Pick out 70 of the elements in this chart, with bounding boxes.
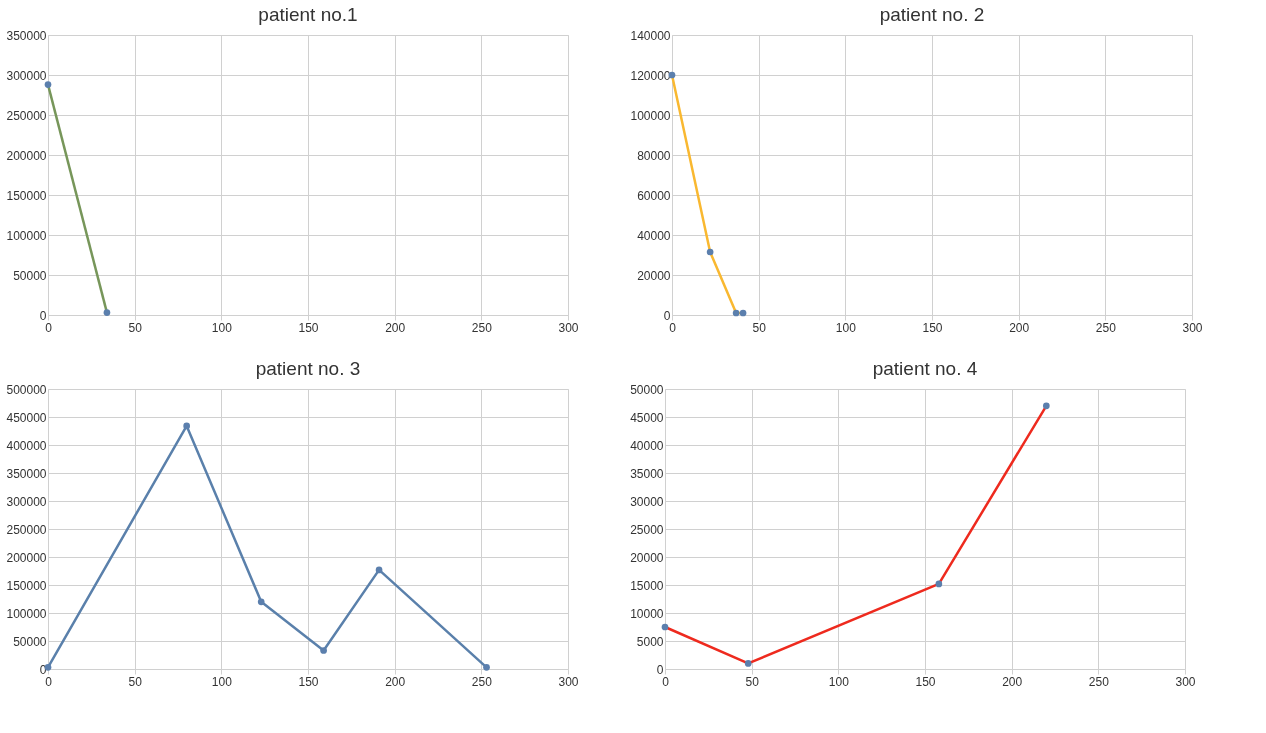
y-tick-label: 20000 bbox=[630, 550, 664, 565]
y-tick-label: 200000 bbox=[6, 550, 47, 565]
y-tick-label: 250000 bbox=[6, 522, 47, 537]
y-tick-label: 120000 bbox=[630, 68, 671, 83]
y-tick-label: 40000 bbox=[637, 228, 671, 243]
x-tick-label: 150 bbox=[922, 320, 943, 335]
x-tick-label: 50 bbox=[128, 320, 143, 335]
x-tick-label: 100 bbox=[828, 674, 850, 689]
x-tick-label: 100 bbox=[835, 320, 857, 335]
x-tick-label: 200 bbox=[385, 320, 406, 335]
y-tick-label: 30000 bbox=[630, 494, 664, 509]
y-tick-label: 100000 bbox=[630, 108, 671, 123]
y-tick-label: 200000 bbox=[6, 148, 47, 163]
y-tick-label: 0 bbox=[39, 308, 47, 323]
y-tick-label: 300000 bbox=[6, 494, 47, 509]
y-tick-label: 400000 bbox=[6, 438, 47, 453]
y-tick-label: 50000 bbox=[630, 382, 664, 397]
x-tick-label: 100 bbox=[211, 674, 233, 689]
x-tick-label: 50 bbox=[752, 320, 767, 335]
y-tick-label: 250000 bbox=[6, 108, 47, 123]
y-tick-label: 35000 bbox=[630, 466, 664, 481]
x-tick-label: 250 bbox=[1095, 320, 1117, 335]
y-tick-label: 0 bbox=[656, 662, 664, 677]
y-tick-label: 140000 bbox=[630, 28, 671, 43]
y-tick-label: 80000 bbox=[637, 148, 671, 163]
y-tick-label: 50000 bbox=[13, 268, 47, 283]
x-tick-label: 250 bbox=[471, 674, 493, 689]
y-tick-label: 100000 bbox=[6, 228, 47, 243]
y-tick-label: 0 bbox=[663, 308, 671, 323]
y-tick-label: 150000 bbox=[6, 578, 47, 593]
y-tick-label: 15000 bbox=[630, 578, 664, 593]
x-tick-label: 50 bbox=[745, 674, 760, 689]
x-tick-label: 150 bbox=[298, 674, 319, 689]
x-tick-label: 150 bbox=[915, 674, 936, 689]
x-tick-label: 300 bbox=[558, 320, 579, 335]
y-tick-label: 450000 bbox=[6, 410, 47, 425]
y-tick-label: 45000 bbox=[630, 410, 664, 425]
point bbox=[257, 598, 265, 606]
point bbox=[320, 647, 327, 654]
chart-title: patient no. 2 bbox=[879, 4, 985, 25]
y-tick-label: 20000 bbox=[637, 268, 671, 283]
y-tick-label: 100000 bbox=[6, 606, 47, 621]
x-tick-label: 250 bbox=[1088, 674, 1110, 689]
x-tick-label: 200 bbox=[385, 674, 406, 689]
chart-title: patient no. 4 bbox=[872, 358, 978, 379]
y-tick-label: 50000 bbox=[13, 634, 47, 649]
point bbox=[483, 663, 490, 671]
y-tick-label: 25000 bbox=[630, 522, 664, 537]
chart-title: patient no.1 bbox=[258, 4, 358, 25]
chart-title: patient no. 3 bbox=[255, 358, 361, 379]
x-tick-label: 300 bbox=[1175, 674, 1196, 689]
x-tick-label: 100 bbox=[211, 320, 233, 335]
x-tick-label: 300 bbox=[1182, 320, 1203, 335]
y-tick-label: 150000 bbox=[6, 188, 47, 203]
y-tick-label: 40000 bbox=[630, 438, 664, 453]
y-tick-label: 5000 bbox=[636, 634, 664, 649]
y-tick-label: 60000 bbox=[637, 188, 671, 203]
point bbox=[183, 422, 191, 430]
point bbox=[375, 566, 383, 574]
y-tick-label: 350000 bbox=[6, 28, 47, 43]
y-tick-label: 10000 bbox=[630, 606, 664, 621]
x-tick-label: 50 bbox=[128, 674, 143, 689]
x-tick-label: 200 bbox=[1002, 674, 1023, 689]
x-tick-label: 150 bbox=[298, 320, 319, 335]
y-tick-label: 500000 bbox=[6, 382, 47, 397]
x-tick-label: 200 bbox=[1009, 320, 1030, 335]
x-tick-label: 300 bbox=[558, 674, 579, 689]
y-tick-label: 350000 bbox=[6, 466, 47, 481]
x-tick-label: 250 bbox=[471, 320, 493, 335]
y-tick-label: 300000 bbox=[6, 68, 47, 83]
